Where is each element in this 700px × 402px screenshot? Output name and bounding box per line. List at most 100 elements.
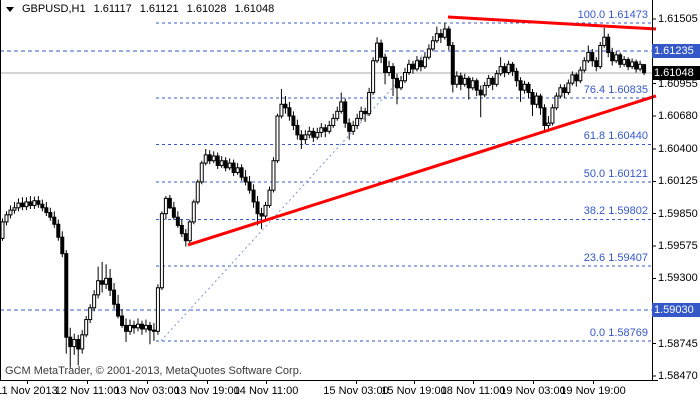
candle-body [183, 233, 188, 242]
price-axis-label[interactable]: 1.59850 [658, 207, 698, 220]
candle-body [606, 36, 611, 54]
fib-level-label: 61.8 1.60440 [583, 130, 648, 143]
candle-body [235, 167, 240, 174]
chart-title: GBPUSD,H1 1.61117 1.61121 1.61028 1.6104… [4, 3, 276, 15]
candle-body [566, 82, 571, 94]
candle-body [442, 28, 447, 38]
candle-body [502, 66, 507, 74]
candle-body [147, 324, 152, 331]
time-axis-label[interactable]: 18 Nov 11:00 [440, 385, 506, 397]
candle-body [48, 212, 53, 218]
candle-body [383, 56, 388, 74]
price-axis-label[interactable]: 1.59575 [658, 240, 698, 253]
candle-body [387, 66, 392, 74]
candle-body [104, 277, 109, 285]
candle-body [578, 69, 583, 82]
time-axis-label[interactable]: 12 Nov 11:00 [54, 385, 120, 397]
candle-body [12, 207, 17, 211]
price-axis-label[interactable]: 1.60955 [658, 77, 698, 90]
candle-body [466, 77, 471, 89]
time-axis-label[interactable]: 13 Nov 03:00 [114, 385, 180, 397]
price-axis-label[interactable]: 1.58745 [658, 337, 698, 350]
candle-body [132, 324, 137, 329]
candle-body [410, 63, 415, 70]
fib-level-label: 100.0 1.61473 [577, 8, 648, 21]
time-axis-label[interactable]: 15 Nov 19:00 [381, 385, 447, 397]
candle-body [319, 127, 324, 134]
candle-body [510, 63, 515, 72]
candle-body [614, 54, 619, 62]
time-axis-label[interactable]: 15 Nov 03:00 [323, 385, 389, 397]
candle-body [135, 323, 140, 329]
time-axis-label[interactable]: 14 Nov 11:00 [233, 385, 299, 397]
price-line-box: 1.59030 [652, 303, 700, 318]
time-axis-label[interactable]: 13 Nov 19:00 [174, 385, 240, 397]
quote-low: 1.61028 [186, 3, 227, 15]
price-axis-label[interactable]: 1.61505 [658, 13, 698, 25]
candle-body [482, 84, 487, 96]
candle-body [522, 83, 527, 91]
candle-body [171, 207, 176, 218]
candle-body [243, 176, 248, 183]
candle-body [506, 63, 511, 74]
fib-level-label: 38.2 1.59802 [583, 205, 648, 218]
candle-body [642, 64, 647, 74]
candle-body [594, 60, 599, 68]
time-axis-label[interactable]: 11 Nov 2013 [0, 385, 58, 397]
candle-body [255, 201, 260, 215]
candle-body [24, 201, 29, 208]
candle-body [112, 289, 117, 305]
price-axis-label[interactable]: 1.60680 [658, 110, 698, 123]
candle-body [478, 89, 483, 96]
candle-body [371, 60, 376, 94]
candle-body [207, 154, 212, 162]
candle-body [231, 162, 236, 174]
candle-body [367, 92, 372, 115]
candle-body [187, 221, 192, 242]
candle-body [68, 336, 73, 348]
candle-body [275, 115, 280, 162]
candle-body [470, 80, 475, 89]
symbol-timeframe: GBPUSD,H1 [22, 3, 86, 15]
candle-body [598, 44, 603, 68]
price-axis-label[interactable]: 1.60400 [658, 142, 698, 155]
candle-body [283, 103, 288, 109]
candle-body [438, 33, 443, 38]
candle-body [60, 236, 65, 255]
candle-body [56, 223, 61, 238]
candle-body [375, 42, 380, 62]
candle-body [143, 324, 148, 330]
price-axis-label[interactable]: 1.58470 [658, 370, 698, 382]
candle-body [36, 200, 41, 205]
candle-body [355, 117, 360, 126]
candle-body [363, 110, 368, 115]
candle-body [514, 70, 519, 82]
candle-body [426, 48, 431, 58]
price-axis-label[interactable]: 1.59300 [658, 272, 698, 285]
candle-body [474, 80, 479, 91]
chart-dropdown-icon[interactable] [6, 6, 14, 12]
candle-body [434, 33, 439, 42]
candle-body [430, 40, 435, 50]
candle-body [251, 189, 256, 203]
quote-high: 1.61121 [139, 3, 179, 15]
candle-body [538, 95, 543, 109]
candle-body [167, 197, 172, 209]
candle-body [454, 75, 459, 85]
time-axis-label[interactable]: 19 Nov 03:00 [500, 385, 566, 397]
candle-body [44, 207, 49, 214]
candle-body [550, 107, 555, 124]
candle-body [582, 60, 587, 71]
time-axis-label[interactable]: 19 Nov 19:00 [560, 385, 626, 397]
candle-body [8, 209, 13, 216]
candle-body [259, 213, 264, 217]
candle-body [124, 324, 129, 332]
quote-open: 1.61117 [93, 3, 132, 15]
fib-level-label: 23.6 1.59407 [583, 251, 648, 264]
candle-body [494, 73, 499, 85]
price-axis-label[interactable]: 1.60125 [658, 175, 698, 188]
candle-body [116, 303, 121, 317]
candle-body [530, 92, 535, 105]
fib-base-line [160, 22, 453, 342]
